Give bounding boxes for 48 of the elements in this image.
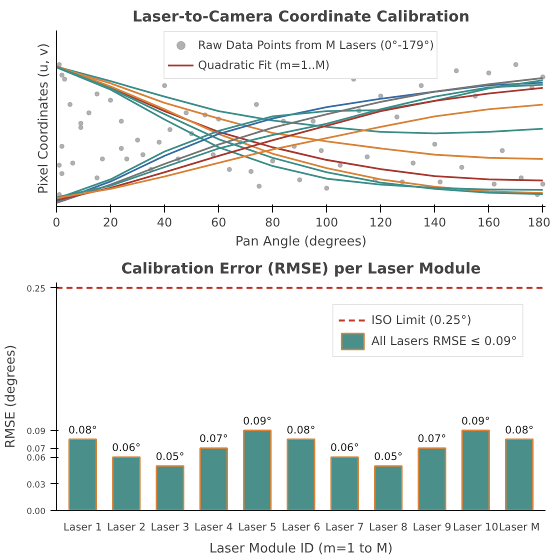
x-tick-label: 20 <box>102 216 118 230</box>
data-label: 0.08° <box>504 424 534 436</box>
x-axis-title: Laser Module ID (m=1 to M) <box>209 542 393 556</box>
x-tick-label: 140 <box>423 216 446 230</box>
x-tick-label: 160 <box>477 216 500 230</box>
x-tick-label: 180 <box>528 216 550 230</box>
x-tick-label: Laser 5 <box>238 522 277 534</box>
x-axis-title: Pan Angle (degrees) <box>235 234 367 250</box>
x-tick-label: 60 <box>210 216 226 230</box>
legend-label: ISO Limit (0.25°) <box>371 313 472 327</box>
legend-label: Raw Data Points from M Lasers (0°-179°) <box>198 38 434 52</box>
data-label: 0.07° <box>418 433 446 446</box>
y-axis-title: Pixel Coordinates (u, v) <box>36 43 52 194</box>
y-tick-label: 0.06 <box>26 454 46 464</box>
x-tick-label: 0 <box>52 216 60 230</box>
x-tick-label: 40 <box>156 216 172 230</box>
legend-label: All Lasers RMSE ≤ 0.09° <box>371 334 517 348</box>
x-tick-label: 120 <box>369 216 392 230</box>
x-tick-label: Laser 9 <box>412 522 452 534</box>
x-tick-label: Laser 1 <box>63 522 102 534</box>
y-tick-label: 0.03 <box>26 480 46 490</box>
x-tick-label: 100 <box>315 216 338 230</box>
data-label: 0.09° <box>461 415 490 428</box>
data-label: 0.05° <box>374 450 403 463</box>
x-tick-label: Laser 10 <box>453 522 498 534</box>
data-label: 0.05° <box>156 450 184 463</box>
data-label: 0.08° <box>286 424 316 436</box>
y-tick-label: 0.25 <box>26 284 46 294</box>
y-tick-label: 0.00 <box>26 507 46 517</box>
x-tick-label: Laser 7 <box>325 522 364 534</box>
y-tick-label: 0.09 <box>26 426 46 437</box>
x-tick-label: Laser 6 <box>282 522 321 534</box>
x-tick-label: Laser 4 <box>194 522 234 534</box>
data-label: 0.06° <box>330 442 359 454</box>
y-axis-title: RMSE (degrees) <box>4 344 19 448</box>
legend-label: Quadratic Fit (m=1..M) <box>198 58 330 72</box>
data-label: 0.08° <box>68 424 98 436</box>
x-tick-label: Laser M <box>498 522 540 534</box>
y-tick-label: 0.07 <box>26 444 46 455</box>
x-tick-label: Laser 8 <box>369 522 408 534</box>
x-tick-label: Laser 2 <box>107 522 146 534</box>
data-label: 0.06° <box>112 442 141 454</box>
chart-title: Laser-to-Camera Coordinate Calibration <box>132 8 470 26</box>
chart-title: Calibration Error (RMSE) per Laser Module <box>121 260 481 278</box>
x-tick-label: 80 <box>265 216 280 230</box>
x-tick-label: Laser 3 <box>150 522 190 534</box>
data-label: 0.09° <box>243 415 272 428</box>
data-label: 0.07° <box>199 433 228 446</box>
